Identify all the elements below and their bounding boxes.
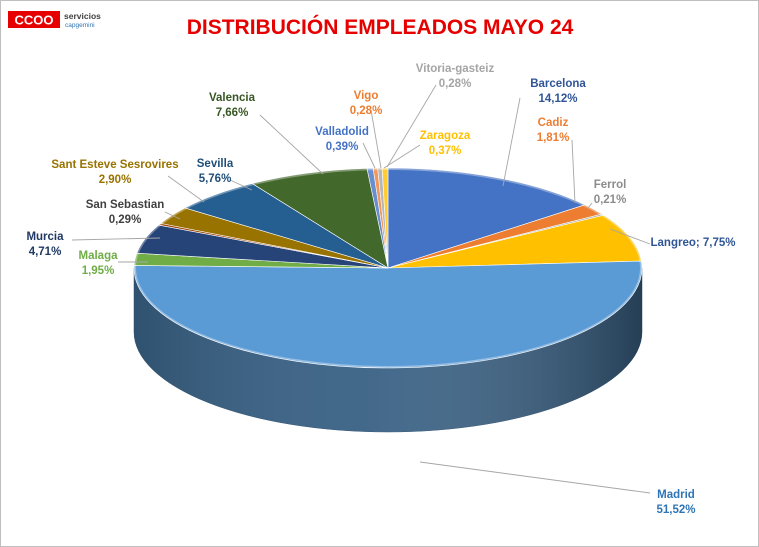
logo-line1: servicios — [64, 11, 101, 21]
leader-line-madrid — [419, 461, 651, 494]
leader-line-valladolid — [362, 142, 376, 169]
data-label-value-murcia: 4,71% — [29, 246, 62, 258]
data-label-name-murcia: Murcia — [26, 231, 64, 243]
data-label-value-valladolid: 0,39% — [326, 141, 359, 153]
leader-line-sant-esteve-sesrovires — [167, 175, 205, 203]
pie-slice-valencia — [251, 168, 389, 269]
data-label-name-cadiz: Cadiz — [538, 117, 569, 129]
data-label-value-sevilla: 5,76% — [199, 173, 232, 185]
leader-line-murcia — [71, 237, 161, 241]
data-label-value-ferrol: 0,21% — [594, 194, 627, 206]
data-label-langreo: Langreo; 7,75% — [651, 237, 736, 249]
leader-line-san-sebastian — [164, 211, 181, 220]
data-label-value-madrid: 51,52% — [656, 504, 695, 516]
data-label-name-madrid: Madrid — [657, 489, 695, 501]
data-label-value-barcelona: 14,12% — [538, 93, 577, 105]
data-label-value-vitoria-gasteiz: 0,28% — [439, 78, 472, 90]
leader-line-langreo — [609, 228, 651, 245]
leader-line-valencia — [259, 114, 324, 175]
leader-line-barcelona — [502, 97, 521, 187]
data-label-name-valladolid: Valladolid — [315, 126, 369, 138]
data-label-name-barcelona: Barcelona — [530, 78, 586, 90]
data-label-value-san-sebastian: 0,29% — [109, 214, 142, 226]
data-label-value-valencia: 7,66% — [216, 107, 249, 119]
data-label-name-vigo: Vigo — [354, 90, 379, 102]
data-label-value-zaragoza: 0,37% — [429, 145, 462, 157]
leader-lines — [71, 84, 651, 494]
logo-brand-text: CCOO — [15, 13, 54, 28]
data-label-value-malaga: 1,95% — [82, 265, 115, 277]
leader-line-vitoria-gasteiz — [386, 84, 437, 168]
logo-badge — [8, 11, 60, 28]
pie-slice-zaragoza — [381, 167, 389, 269]
data-label-name-valencia: Valencia — [209, 92, 256, 104]
logo-line2: capgemini — [65, 22, 95, 29]
leader-line-sevilla — [229, 179, 253, 191]
leader-line-zaragoza — [383, 144, 421, 169]
data-label-value-sant-esteve-sesrovires: 2,90% — [99, 174, 132, 186]
data-label-name-malaga: Malaga — [79, 250, 119, 262]
data-label-name-san-sebastian: San Sebastian — [86, 199, 165, 211]
data-label-name-ferrol: Ferrol — [594, 179, 627, 191]
pie-slice-barcelona — [387, 167, 586, 269]
data-label-name-sant-esteve-sesrovires: Sant Esteve Sesrovires — [51, 159, 178, 171]
leader-line-cadiz — [571, 139, 576, 204]
leader-line-vigo — [370, 109, 382, 169]
data-label-value-vigo: 0,28% — [350, 105, 383, 117]
pie-side-shading — [134, 268, 642, 432]
pie-rim-highlight — [134, 168, 642, 368]
data-labels: Barcelona 14,12% Cadiz 1,81% Ferrol 0,21% Lang… — [26, 63, 735, 516]
leader-line-ferrol — [587, 202, 593, 209]
pie-slice-madrid — [133, 260, 643, 369]
chart-title: DISTRIBUCIÓN EMPLEADOS MAYO 24 — [186, 16, 574, 39]
data-label-value-cadiz: 1,81% — [537, 132, 570, 144]
data-label-name-vitoria-gasteiz: Vitoria-gasteiz — [416, 63, 495, 75]
ccoo-logo: CCOO servicios capgemini — [8, 11, 101, 29]
pie-slice-langreo — [387, 214, 642, 269]
pie-top-group — [133, 167, 643, 369]
data-label-name-zaragoza: Zaragoza — [420, 130, 471, 142]
data-label-name-sevilla: Sevilla — [197, 158, 234, 170]
